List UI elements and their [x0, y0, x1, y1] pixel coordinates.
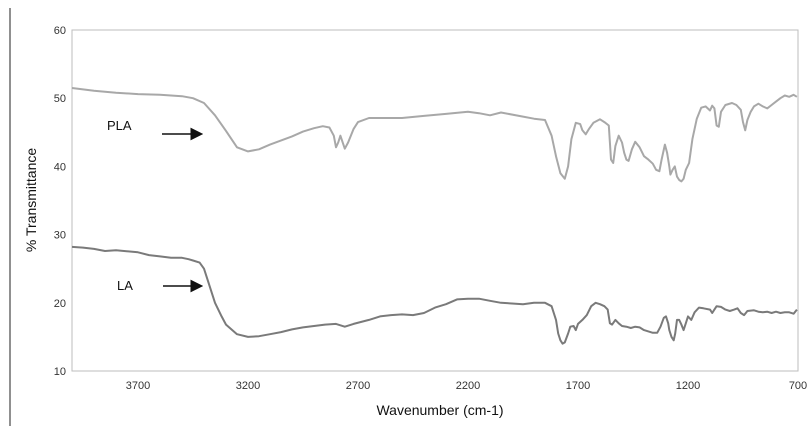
series-line-la	[71, 245, 798, 345]
annotation-label-pla: PLA	[107, 118, 132, 133]
y-tick-label: 50	[54, 93, 66, 105]
x-tick-label: 700	[789, 380, 807, 392]
x-tick-label: 2200	[456, 380, 480, 392]
plot-frame	[71, 29, 799, 372]
annotation-label-la: LA	[117, 278, 133, 293]
y-tick-label: 20	[54, 298, 66, 310]
y-axis-title: % Transmittance	[23, 148, 39, 252]
x-tick-label: 1200	[676, 380, 700, 392]
y-tick-label: 10	[54, 366, 66, 378]
x-tick-label: 3200	[236, 380, 260, 392]
x-axis-title: Wavenumber (cm-1)	[376, 402, 503, 418]
x-tick-label: 3700	[126, 380, 150, 392]
series-line-pla	[71, 87, 798, 183]
x-tick-label: 2700	[346, 380, 370, 392]
x-tick-labels: 3700 3200 2700 2200 1700 1200 700	[126, 380, 807, 392]
y-tick-label: 40	[54, 161, 66, 173]
annotations: PLA LA	[107, 118, 204, 293]
y-tick-labels: 10 20 30 40 50 60	[54, 25, 66, 378]
y-tick-label: 60	[54, 25, 66, 37]
series-lines	[71, 87, 798, 345]
x-tick-label: 1700	[566, 380, 590, 392]
y-tick-label: 30	[54, 230, 66, 242]
